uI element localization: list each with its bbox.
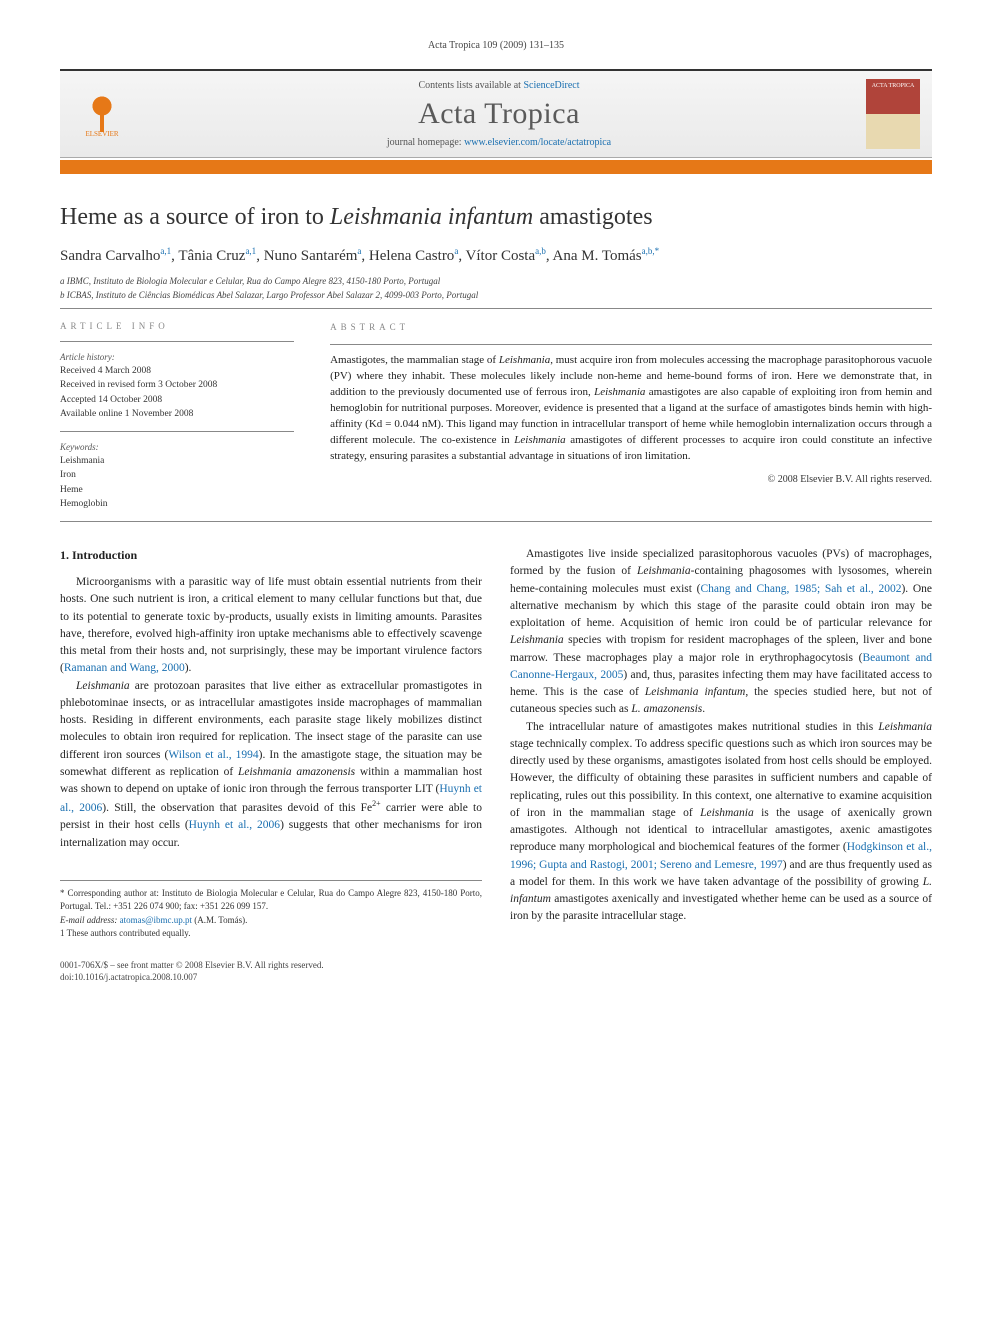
keyword-2: Iron	[60, 468, 294, 482]
article-info-column: ARTICLE INFO Article history: Received 4…	[60, 321, 294, 511]
intro-para-2: Leishmania are protozoan parasites that …	[60, 678, 482, 852]
intro-para-1: Microorganisms with a parasitic way of l…	[60, 574, 482, 678]
footnotes-block: * Corresponding author at: Instituto de …	[60, 880, 482, 941]
right-column: Amastigotes live inside specialized para…	[510, 546, 932, 984]
journal-name: Acta Tropica	[144, 97, 854, 131]
journal-cover-thumb: ACTA TROPICA	[866, 79, 920, 149]
intro-para-3: Amastigotes live inside specialized para…	[510, 546, 932, 719]
affiliation-a: a IBMC, Instituto de Biologia Molecular …	[60, 275, 932, 289]
info-abstract-row: ARTICLE INFO Article history: Received 4…	[60, 321, 932, 511]
keyword-1: Leishmania	[60, 454, 294, 468]
contents-line: Contents lists available at ScienceDirec…	[144, 80, 854, 91]
journal-reference: Acta Tropica 109 (2009) 131–135	[60, 40, 932, 51]
abstract-rule	[330, 344, 932, 345]
affiliations: a IBMC, Instituto de Biologia Molecular …	[60, 275, 932, 302]
intro-para-4: The intracellular nature of amastigotes …	[510, 719, 932, 926]
keywords-label: Keywords:	[60, 442, 294, 452]
accent-bar	[60, 160, 932, 174]
body-columns: 1. Introduction Microorganisms with a pa…	[60, 546, 932, 984]
history-accepted: Accepted 14 October 2008	[60, 393, 294, 407]
rule-mid	[60, 521, 932, 522]
article-info-head: ARTICLE INFO	[60, 321, 294, 331]
section-1-title: 1. Introduction	[60, 546, 482, 564]
info-rule-2	[60, 431, 294, 432]
contents-prefix: Contents lists available at	[418, 80, 523, 91]
abstract-text: Amastigotes, the mammalian stage of Leis…	[330, 353, 932, 465]
email-who: (A.M. Tomás).	[194, 915, 247, 925]
header-center: Contents lists available at ScienceDirec…	[144, 80, 854, 148]
journal-homepage-line: journal homepage: www.elsevier.com/locat…	[144, 137, 854, 148]
left-column: 1. Introduction Microorganisms with a pa…	[60, 546, 482, 984]
rule-top	[60, 308, 932, 309]
publisher-logo: ELSEVIER	[72, 79, 132, 149]
equal-contribution-note: 1 These authors contributed equally.	[60, 927, 482, 941]
journal-header: ELSEVIER Contents lists available at Sci…	[60, 69, 932, 158]
history-label: Article history:	[60, 352, 294, 362]
keyword-4: Hemoglobin	[60, 497, 294, 511]
elsevier-tree-icon	[82, 90, 122, 130]
article-title: Heme as a source of iron to Leishmania i…	[60, 202, 932, 232]
abstract-column: ABSTRACT Amastigotes, the mammalian stag…	[330, 321, 932, 511]
footer-doi: doi:10.1016/j.actatropica.2008.10.007	[60, 971, 482, 984]
email-line: E-mail address: atomas@ibmc.up.pt (A.M. …	[60, 914, 482, 928]
affiliation-b: b ICBAS, Instituto de Ciências Biomédica…	[60, 289, 932, 303]
history-revised: Received in revised form 3 October 2008	[60, 378, 294, 392]
footer-front-matter: 0001-706X/$ – see front matter © 2008 El…	[60, 959, 482, 972]
info-rule	[60, 341, 294, 342]
history-online: Available online 1 November 2008	[60, 407, 294, 421]
homepage-prefix: journal homepage:	[387, 137, 464, 148]
journal-homepage-link[interactable]: www.elsevier.com/locate/actatropica	[464, 137, 611, 148]
sciencedirect-link[interactable]: ScienceDirect	[523, 80, 579, 91]
history-received: Received 4 March 2008	[60, 364, 294, 378]
abstract-head: ABSTRACT	[330, 321, 932, 334]
corresponding-email-link[interactable]: atomas@ibmc.up.pt	[120, 915, 192, 925]
corresponding-author-note: * Corresponding author at: Instituto de …	[60, 887, 482, 914]
abstract-copyright: © 2008 Elsevier B.V. All rights reserved…	[330, 473, 932, 488]
keyword-3: Heme	[60, 483, 294, 497]
email-label: E-mail address:	[60, 915, 117, 925]
authors-line: Sandra Carvalhoa,1, Tânia Cruza,1, Nuno …	[60, 246, 932, 265]
